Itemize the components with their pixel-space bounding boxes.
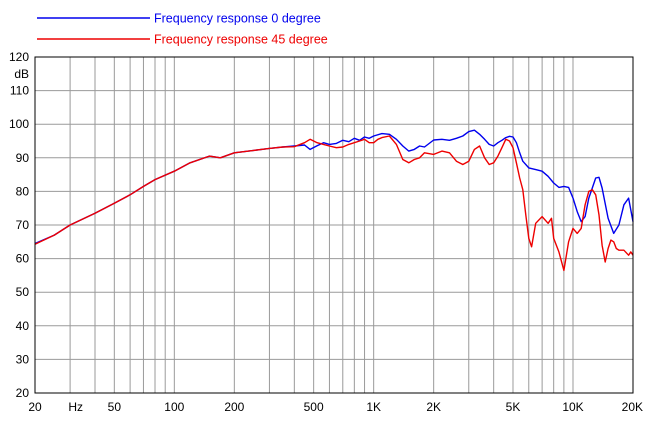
x-axis-ticks: 20 50 100 200 500 1K 2K 5K 10K 20K Hz bbox=[28, 400, 643, 414]
y-tick-label: 100 bbox=[9, 117, 29, 131]
x-tick-label: 1K bbox=[366, 400, 381, 414]
plot-frame bbox=[34, 56, 634, 394]
y-tick-label: 60 bbox=[16, 252, 30, 266]
y-tick-label: 110 bbox=[10, 84, 29, 98]
series-line-45-degree bbox=[34, 135, 634, 272]
x-tick-label: 20 bbox=[28, 400, 42, 414]
x-tick-label: 10K bbox=[562, 400, 583, 414]
x-tick-label: 200 bbox=[224, 400, 244, 414]
y-tick-label: 70 bbox=[16, 218, 30, 232]
x-tick-label: 100 bbox=[164, 400, 184, 414]
x-tick-label: 500 bbox=[304, 400, 324, 414]
y-tick-label: 120 bbox=[9, 50, 29, 64]
y-tick-label: 30 bbox=[16, 352, 30, 366]
y-tick-label: 50 bbox=[16, 285, 30, 299]
legend-label: Frequency response 0 degree bbox=[154, 12, 321, 26]
x-unit-label: Hz bbox=[68, 400, 83, 414]
y-tick-label: 40 bbox=[16, 319, 30, 333]
y-tick-label: 80 bbox=[16, 184, 30, 198]
x-tick-label: 5K bbox=[506, 400, 521, 414]
legend-label: Frequency response 45 degree bbox=[154, 33, 328, 47]
legend: Frequency response 0 degree Frequency res… bbox=[37, 12, 328, 47]
series-lines bbox=[34, 129, 634, 272]
x-tick-label: 20K bbox=[622, 400, 643, 414]
y-tick-label: 20 bbox=[16, 386, 30, 400]
y-axis-ticks: 20 30 40 50 60 70 80 90 100 110 120 dB bbox=[9, 50, 29, 400]
y-unit-label: dB bbox=[14, 67, 29, 81]
grid bbox=[35, 57, 633, 393]
x-tick-label: 50 bbox=[108, 400, 122, 414]
y-tick-label: 90 bbox=[16, 151, 30, 165]
x-tick-label: 2K bbox=[426, 400, 441, 414]
